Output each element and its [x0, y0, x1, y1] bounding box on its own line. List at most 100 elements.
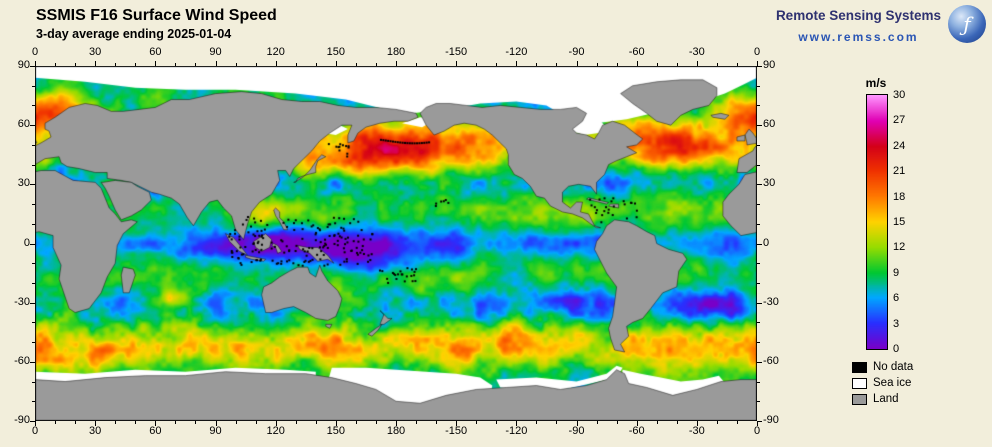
lat-tick-mark [30, 184, 35, 186]
lon-tick-mark [496, 63, 498, 66]
lon-tick-mark [335, 61, 337, 66]
lat-tick-mark [30, 361, 35, 363]
lon-tick-label-bottom: -30 [688, 425, 705, 437]
lat-tick-mark [757, 66, 762, 67]
lon-tick-mark [716, 421, 718, 424]
lat-tick-label-left: -30 [14, 295, 30, 308]
lon-tick-mark [596, 63, 598, 66]
lat-tick-mark [757, 342, 760, 344]
lat-tick-label-left: -60 [14, 354, 30, 367]
colorbar-tick-label: 0 [893, 343, 900, 355]
colorbar-tick-label: 12 [893, 241, 906, 254]
lat-tick-mark [757, 204, 760, 206]
lon-tick-mark [396, 421, 397, 426]
lon-tick-mark [295, 421, 297, 424]
lat-tick-mark [32, 322, 35, 324]
legend-swatch [852, 361, 867, 373]
lon-tick-label-bottom: 90 [209, 425, 222, 437]
lon-tick-mark [115, 63, 117, 66]
lon-tick-label-top: -90 [568, 46, 585, 58]
lon-tick-label-bottom: 180 [386, 425, 406, 437]
lon-tick-mark [576, 421, 578, 426]
lon-tick-mark [656, 63, 658, 66]
lon-tick-mark [35, 61, 36, 66]
lon-tick-mark [536, 63, 538, 66]
lon-tick-mark [75, 421, 77, 424]
lat-tick-mark [757, 125, 762, 127]
lon-tick-mark [75, 63, 77, 66]
lat-tick-label-left: 90 [17, 59, 30, 71]
lat-tick-mark [757, 243, 762, 245]
lon-tick-mark [676, 63, 678, 66]
lon-tick-mark [95, 61, 97, 66]
lat-tick-mark [757, 184, 762, 186]
lon-tick-mark [616, 63, 618, 66]
lon-tick-mark [55, 63, 57, 66]
branding-block: Remote Sensing Systems www.remss.com ƒ [776, 5, 986, 44]
colorbar-tick-label: 27 [893, 114, 906, 127]
lat-tick-mark [757, 223, 760, 225]
lat-tick-mark [30, 302, 35, 304]
page-subtitle: 3-day average ending 2025-01-04 [36, 27, 232, 41]
lon-tick-mark [255, 421, 257, 424]
lat-tick-mark [32, 144, 35, 146]
lat-tick-label-left: -90 [14, 414, 30, 426]
lon-tick-mark [576, 61, 578, 66]
wind-speed-map [35, 66, 757, 421]
lon-tick-mark [235, 63, 237, 66]
lat-tick-mark [757, 381, 760, 383]
lon-tick-mark [496, 421, 498, 424]
lon-tick-mark [696, 61, 698, 66]
lon-tick-label-bottom: -150 [445, 425, 468, 437]
legend-label: No data [873, 361, 914, 373]
lon-tick-mark [757, 421, 758, 426]
legend-swatch [852, 377, 867, 389]
lon-tick-mark [255, 63, 257, 66]
legend-label: Sea ice [873, 377, 912, 389]
lon-tick-mark [676, 421, 678, 424]
lon-tick-label-bottom: 30 [89, 425, 102, 437]
lon-tick-label-bottom: 60 [149, 425, 162, 437]
lat-tick-label-right: -30 [763, 295, 779, 308]
lon-tick-label-top: -150 [445, 46, 468, 58]
lon-tick-mark [195, 421, 197, 424]
lat-tick-mark [757, 144, 760, 146]
lon-tick-label-bottom: -90 [568, 425, 585, 437]
colorbar-tick-label: 15 [893, 216, 906, 228]
colorbar-tick-label: 21 [893, 165, 906, 178]
colorbar-tick-label: 3 [893, 317, 900, 330]
website-link[interactable]: www.remss.com [798, 30, 919, 44]
legend-swatch [852, 393, 867, 405]
lon-tick-mark [736, 63, 738, 66]
lon-tick-label-top: -120 [505, 46, 528, 58]
lon-tick-label-bottom: -60 [628, 425, 645, 437]
lon-tick-mark [195, 63, 197, 66]
lat-tick-mark [30, 66, 35, 67]
lon-tick-mark [416, 63, 418, 66]
lon-tick-mark [516, 61, 518, 66]
lon-tick-mark [436, 421, 438, 424]
lat-tick-label-right: -90 [763, 414, 779, 426]
colorbar-unit-label: m/s [865, 76, 887, 90]
colorbar [866, 94, 888, 350]
lat-tick-label-left: 30 [17, 177, 30, 190]
lon-tick-mark [436, 63, 438, 66]
lon-tick-mark [456, 421, 458, 426]
lat-tick-mark [32, 85, 35, 87]
lon-tick-mark [536, 421, 538, 424]
lon-tick-mark [35, 421, 36, 426]
lon-tick-mark [636, 421, 638, 426]
lon-tick-mark [155, 421, 157, 426]
lat-tick-mark [32, 105, 35, 107]
lat-tick-mark [32, 263, 35, 265]
lon-tick-mark [456, 61, 458, 66]
legend-item: Sea ice [852, 377, 911, 389]
lat-tick-mark [30, 243, 35, 245]
lon-tick-mark [596, 421, 598, 424]
colorbar-tick-label: 18 [893, 190, 906, 203]
lon-tick-label-bottom: 150 [326, 425, 346, 437]
lat-tick-mark [757, 322, 760, 324]
lat-tick-label-right: 0 [763, 236, 770, 249]
lat-tick-mark [757, 85, 760, 87]
lon-tick-mark [215, 61, 217, 66]
